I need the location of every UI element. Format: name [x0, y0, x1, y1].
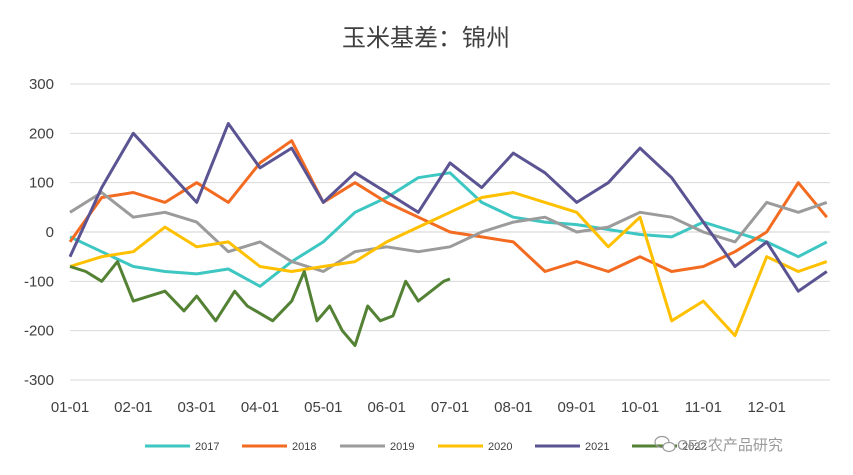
legend-label: 2018 [292, 441, 316, 453]
x-tick-label: 05-01 [304, 399, 342, 416]
legend-item-2017: 2017 [145, 441, 219, 453]
wechat-icon [654, 435, 676, 453]
legend-label: 2021 [585, 441, 609, 453]
series-lines [68, 122, 828, 347]
x-axis-ticks: 01-01 02-01 03-01 04-01 05-01 06-01 07-01 08-01… [51, 399, 786, 416]
series-line-2020 [69, 191, 828, 338]
y-tick-label: 100 [29, 175, 54, 192]
x-tick-label: 07-01 [431, 399, 469, 416]
y-tick-label: -200 [24, 323, 54, 340]
x-tick-label: 03-01 [177, 399, 215, 416]
x-tick-label: 10-01 [621, 399, 659, 416]
y-tick-label: -100 [24, 273, 54, 290]
legend-label: 2019 [390, 441, 414, 453]
x-tick-label: 08-01 [494, 399, 532, 416]
x-tick-label: 06-01 [367, 399, 405, 416]
legend-item-2020: 2020 [438, 441, 512, 453]
chart-title: 玉米基差：锦州 [342, 24, 510, 52]
watermark: CFC农产品研究 [654, 435, 783, 454]
x-tick-label: 04-01 [241, 399, 279, 416]
series-line-2019 [69, 191, 828, 273]
y-tick-label: -300 [24, 372, 54, 389]
series-line-2018 [68, 139, 828, 273]
y-tick-label: 0 [46, 224, 54, 241]
x-tick-label: 01-01 [51, 399, 89, 416]
series-line-2022 [69, 260, 451, 347]
legend-label: 2022 [682, 441, 706, 453]
series-line-2021 [68, 122, 828, 293]
legend-item-2021: 2021 [535, 441, 609, 453]
x-tick-label: 09-01 [557, 399, 595, 416]
x-tick-label: 11-01 [685, 399, 722, 416]
watermark-text: CFC农产品研究 [677, 437, 783, 454]
y-tick-label: 200 [29, 125, 54, 142]
legend-item-2019: 2019 [340, 441, 414, 453]
x-tick-label: 02-01 [114, 399, 152, 416]
legend-item-2018: 2018 [242, 441, 316, 453]
y-axis-ticks: 300 200 100 0 -100 -200 -300 [24, 76, 54, 389]
legend-label: 2017 [195, 441, 219, 453]
legend-label: 2020 [488, 441, 512, 453]
x-tick-label: 12-01 [747, 399, 785, 416]
y-tick-label: 300 [29, 76, 54, 93]
legend: 2017 2018 2019 2020 2021 2022 [145, 441, 706, 453]
